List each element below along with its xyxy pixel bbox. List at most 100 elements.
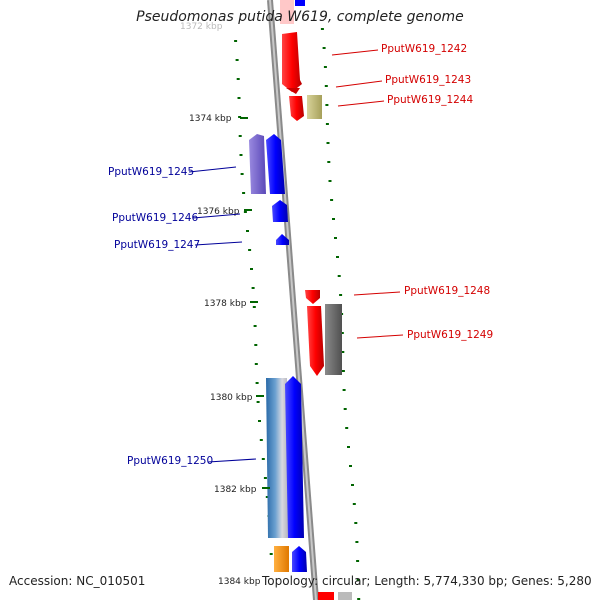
gene-label-1246[interactable]: PputW619_1246 [112,212,198,224]
reverse-gene-labels: PputW619_1245 PputW619_1246 PputW619_124… [108,166,257,467]
gene-arrow-1242 [282,32,302,92]
label-leader [356,334,404,339]
gc-dot [265,496,269,498]
label-leader [335,80,383,88]
gene-bottom-grey [338,592,352,600]
gc-dot [243,211,247,213]
gc-dot [254,344,258,346]
gene-label-1249[interactable]: PputW619_1249 [407,329,493,341]
gc-dot [240,173,244,175]
gc-dot [320,28,324,30]
gc-dot [246,230,249,232]
gc-dot [340,332,344,334]
kbp-label: 1380 kbp [210,393,253,403]
gene-label-1243[interactable]: PputW619_1243 [385,74,471,86]
genome-title: Pseudomonas putida W619, complete genome [136,9,464,25]
gc-dot [239,154,243,156]
kbp-label: 1376 kbp [197,207,240,217]
gc-dot [236,78,240,80]
kbp-label: 1378 kbp [204,299,247,309]
kbp-label: 1374 kbp [189,114,232,124]
gc-dot [349,465,352,467]
scale-ticks: 1372 kbp 1374 kbp 1376 kbp 1378 kbp 1380… [180,22,270,587]
gene-arrow-1248 [305,290,320,304]
gene-arrow-1244 [307,95,322,119]
gc-dot [238,135,242,137]
gc-dot [252,306,256,308]
gc-dot [351,484,354,486]
gc-dot [341,351,345,353]
gene-arrow-1250 [285,376,304,538]
gc-dot [356,560,360,562]
gene-top-blue [295,0,305,6]
gc-dot [250,268,253,270]
kbp-label: 1372 kbp [180,22,223,32]
gene-arrow-1245 [266,134,285,194]
gc-dot [248,249,252,251]
gc-dot [256,401,260,403]
gc-dot [343,408,347,410]
gc-dot [347,446,350,448]
gc-dot [325,123,329,125]
gc-dot [326,142,330,144]
gc-dot [354,522,358,524]
genome-backbone-highlight [269,0,317,600]
gc-dot [259,439,263,441]
label-leader [194,241,243,246]
gc-content-trace [234,28,361,600]
label-leader [192,213,241,219]
label-leader [331,49,379,56]
gene-label-1247[interactable]: PputW619_1247 [114,239,200,251]
gc-dot [337,275,341,277]
gc-dot [258,420,261,422]
gc-dot [263,477,267,479]
gc-dot [242,192,246,194]
genome-summary: Topology: circular; Length: 5,774,330 bp… [262,574,592,588]
gene-label-1245[interactable]: PputW619_1245 [108,166,194,178]
gc-dot [345,427,349,429]
label-leader [207,458,257,463]
gc-dot [342,389,346,391]
gene-arrow-1250-steel [266,378,289,538]
label-leader [353,291,401,296]
gene-top-pink [280,0,294,24]
gc-dot [234,40,238,42]
gene-arrow-1243 [286,88,300,94]
gene-label-1248[interactable]: PputW619_1248 [404,285,490,297]
gene-label-1242[interactable]: PputW619_1242 [381,43,467,55]
gc-dot [332,218,335,220]
gc-dot [339,294,343,296]
gc-dot [336,256,339,258]
gc-dot [254,363,258,365]
gene-label-1250[interactable]: PputW619_1250 [127,455,213,467]
gc-dot [334,237,337,239]
gc-dot [327,161,331,163]
gc-dot [235,59,239,61]
gc-dot [322,47,326,49]
gc-dot [324,85,328,87]
gene-arrow-1249 [325,304,342,375]
gene-arrow-1244a [289,96,304,121]
gc-dot [269,553,273,555]
gene-arrow-1245-purple [249,134,266,194]
gene-arrow-1247 [276,234,289,245]
gc-dot [238,116,242,118]
gene-arrow-1249a [307,306,324,376]
forward-gene-labels: PputW619_1242 PputW619_1243 PputW619_124… [331,43,493,341]
gc-dot [323,66,327,68]
gc-dot [261,458,265,460]
gc-dot [251,287,255,289]
gc-dot [255,382,259,384]
gene-label-1244[interactable]: PputW619_1244 [387,94,473,106]
gc-dot [357,598,361,600]
gc-dot [341,370,345,372]
gc-dot [325,104,329,106]
gene-bottom-blue [292,546,307,572]
gene-bottom-red [318,592,334,600]
kbp-label: 1384 kbp [218,577,261,587]
gene-bottom-orange [274,546,289,572]
gc-dot [330,199,334,201]
gene-arrow-1246 [272,200,288,222]
label-leader [188,166,237,173]
